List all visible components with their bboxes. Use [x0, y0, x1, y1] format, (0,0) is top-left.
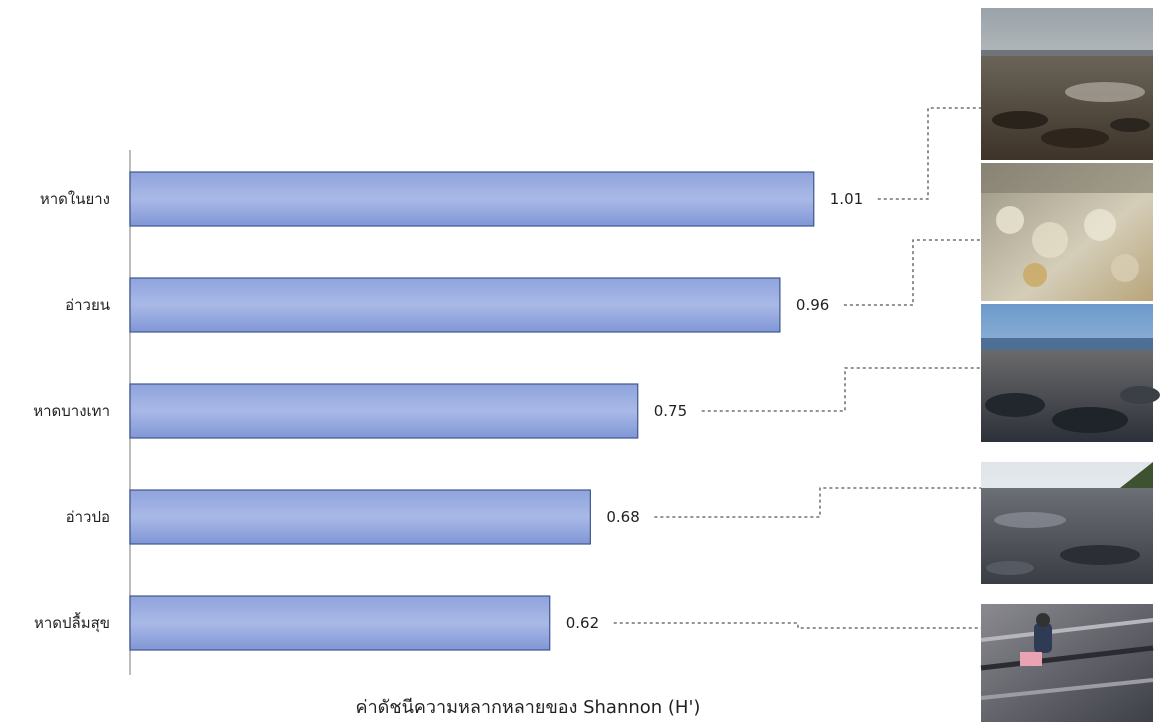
data-label: 0.75 [654, 402, 687, 420]
x-axis-title: ค่าดัชนีความหลากหลายของ Shannon (H') [356, 697, 701, 718]
category-tick-label: อ่าวยน [65, 296, 110, 314]
data-label: 0.96 [796, 296, 829, 314]
leader-line [654, 487, 981, 518]
category-tick-label: หาดในยาง [40, 190, 110, 208]
data-label: 0.62 [566, 614, 599, 632]
category-tick-label: หาดปลื้มสุข [34, 612, 110, 633]
site-photo-hat-pluem-suk [980, 604, 1154, 722]
category-tick-label: หาดบางเทา [33, 402, 110, 420]
leader-line [877, 107, 981, 200]
leader-line [701, 367, 981, 412]
category-tick-label: อ่าวปอ [66, 508, 110, 526]
bar [129, 171, 815, 227]
site-photo-ao-yon [981, 163, 1153, 301]
bar [129, 489, 591, 545]
bar [129, 277, 781, 333]
bar [129, 383, 639, 439]
bar [129, 595, 551, 651]
data-label: 0.68 [606, 508, 639, 526]
site-photo-hat-bang-thao [981, 304, 1160, 442]
leader-line [613, 622, 981, 629]
leader-line [843, 239, 981, 306]
site-photo-hat-nai-yang [981, 8, 1153, 160]
data-label: 1.01 [830, 190, 863, 208]
site-photo-ao-po [981, 462, 1153, 584]
